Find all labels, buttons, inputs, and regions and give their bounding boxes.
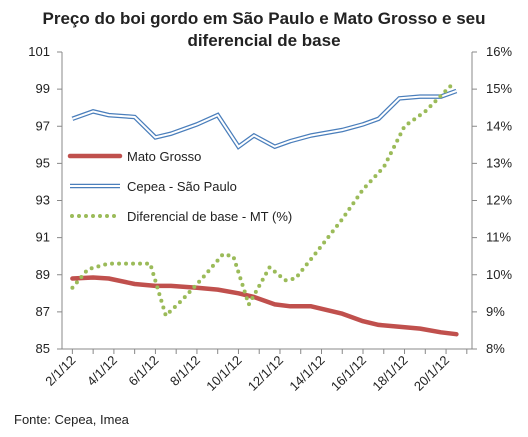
left-tick-label: 101 (28, 44, 50, 59)
legend: Mato Grosso Cepea - São Paulo Diferencial … (67, 149, 292, 224)
right-tick-label: 8% (486, 341, 505, 356)
series-line-inner-cepea-s-o-paulo (72, 90, 457, 149)
legend-label: Mato Grosso (127, 149, 201, 164)
right-tick-label: 13% (486, 155, 512, 170)
series-line-diferencial-de-base-mt (70, 83, 454, 320)
right-tick-label: 11% (486, 230, 511, 245)
left-tick-label: 85 (36, 341, 50, 356)
left-tick-label: 97 (36, 118, 50, 133)
x-tick-label: 6/1/12 (125, 353, 161, 389)
x-tick-label: 8/1/12 (167, 353, 203, 389)
legend-label: Diferencial de base - MT (%) (127, 209, 292, 224)
right-tick-label: 12% (486, 193, 512, 208)
x-axis-ticks: 2/1/12 4/1/12 6/1/12 8/1/12 10/1/12 12/1/12 14… (42, 349, 468, 394)
x-tick-label: 12/1/12 (245, 353, 286, 394)
x-tick-label: 18/1/12 (369, 353, 410, 394)
x-tick-label: 2/1/12 (42, 353, 78, 389)
left-tick-label: 93 (36, 193, 50, 208)
left-tick-label: 91 (36, 230, 50, 245)
left-axis-ticks: 85 87 89 91 93 95 97 99 101 (28, 44, 62, 356)
left-tick-label: 99 (36, 81, 50, 96)
left-tick-label: 95 (36, 155, 50, 170)
series-line-mato-grosso (70, 275, 459, 337)
source-note: Fonte: Cepea, Imea (14, 412, 130, 427)
x-tick-label: 14/1/12 (286, 353, 327, 394)
x-tick-label: 20/1/12 (411, 353, 452, 394)
right-tick-label: 9% (486, 304, 505, 319)
right-tick-label: 15% (486, 81, 512, 96)
left-tick-label: 87 (36, 304, 50, 319)
legend-label: Cepea - São Paulo (127, 179, 237, 194)
chart-title-line1: Preço do boi gordo em São Paulo e Mato G… (42, 9, 485, 28)
x-tick-label: 16/1/12 (328, 353, 369, 394)
left-tick-label: 89 (36, 267, 50, 282)
right-tick-label: 10% (486, 267, 512, 282)
chart-title-line2: diferencial de base (187, 31, 340, 50)
right-axis-ticks: 8% 9% 10% 11% 12% 13% 14% 15% 16% (472, 44, 512, 356)
x-tick-label: 4/1/12 (84, 353, 120, 389)
right-tick-label: 14% (486, 118, 512, 133)
x-tick-label: 10/1/12 (203, 353, 244, 394)
right-tick-label: 16% (486, 44, 512, 59)
series-layer (70, 83, 459, 337)
